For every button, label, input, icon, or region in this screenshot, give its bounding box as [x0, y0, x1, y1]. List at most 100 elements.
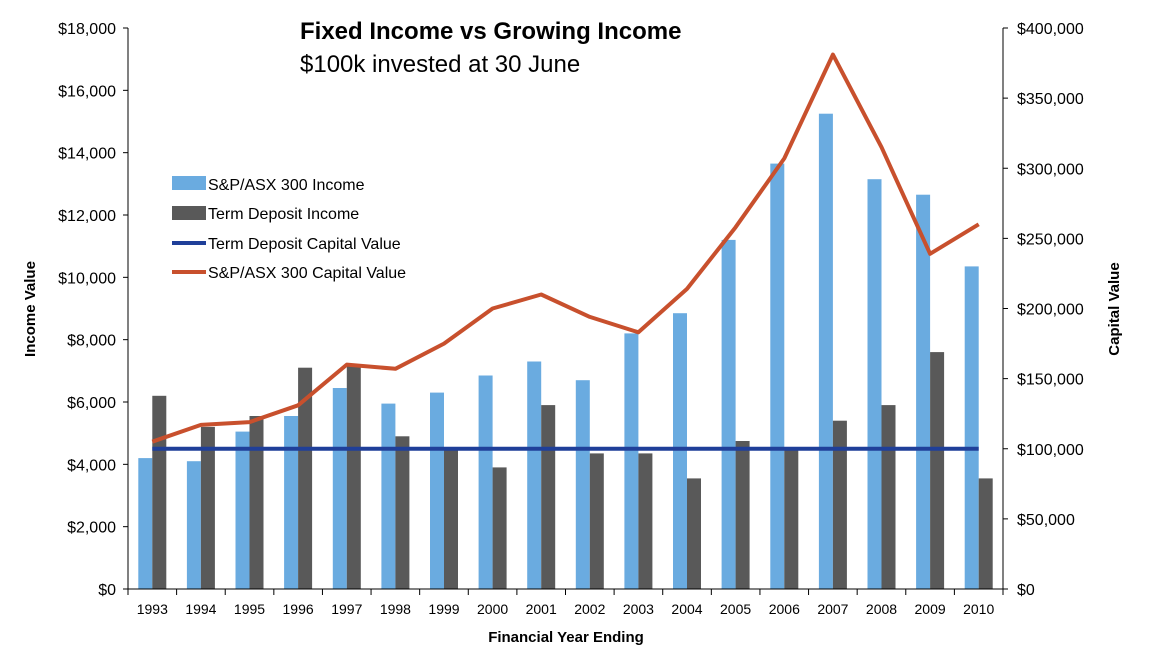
y-right-tick-label: $50,000	[1017, 512, 1075, 529]
point-sp-capital-2001[interactable]	[539, 293, 543, 297]
point-sp-capital-2010[interactable]	[977, 222, 981, 226]
bar-sp-income-1998[interactable]	[381, 403, 396, 589]
point-td-capital-1997[interactable]	[345, 447, 349, 451]
bar-td-income-2009[interactable]	[930, 352, 945, 589]
point-td-capital-1994[interactable]	[199, 447, 203, 451]
point-td-capital-1995[interactable]	[248, 447, 252, 451]
point-td-capital-2006[interactable]	[782, 447, 786, 451]
y-left-tick-label: $8,000	[67, 333, 116, 350]
bar-td-income-1994[interactable]	[200, 426, 215, 589]
point-sp-capital-2004[interactable]	[685, 287, 689, 291]
point-sp-capital-1996[interactable]	[296, 403, 300, 407]
bar-td-income-1999[interactable]	[444, 450, 458, 589]
point-td-capital-2002[interactable]	[588, 447, 592, 451]
bar-td-income-2007[interactable]	[832, 420, 847, 589]
point-sp-capital-1999[interactable]	[442, 342, 446, 346]
point-sp-capital-1998[interactable]	[393, 367, 397, 371]
bar-sp-income-2009[interactable]	[916, 194, 931, 589]
bar-td-income-1993[interactable]	[152, 395, 167, 589]
bar-sp-income-1995[interactable]	[235, 431, 250, 589]
bar-sp-income-2010[interactable]	[964, 266, 979, 589]
chart-subtitle: $100k invested at 30 June	[300, 51, 580, 78]
y-left-tick-label: $18,000	[58, 21, 116, 38]
bar-td-income-2000[interactable]	[492, 467, 507, 589]
point-sp-capital-1993[interactable]	[150, 440, 154, 444]
point-sp-capital-1997[interactable]	[345, 363, 349, 367]
bar-sp-income-2000[interactable]	[478, 375, 493, 590]
bar-sp-income-2005[interactable]	[721, 239, 736, 589]
point-td-capital-1993[interactable]	[150, 447, 154, 451]
point-td-capital-2003[interactable]	[636, 447, 640, 451]
bar-sp-income-2002[interactable]	[575, 380, 590, 589]
bar-td-income-2004[interactable]	[687, 478, 701, 589]
bar-td-income-2006[interactable]	[784, 447, 799, 589]
lines-layer	[150, 52, 981, 451]
point-td-capital-2005[interactable]	[734, 447, 738, 451]
bar-td-income-2002[interactable]	[589, 453, 604, 589]
point-td-capital-1998[interactable]	[393, 447, 397, 451]
bar-sp-income-2007[interactable]	[818, 113, 833, 589]
bar-td-income-2003[interactable]	[638, 453, 653, 589]
bar-td-income-1998[interactable]	[395, 436, 410, 589]
bar-sp-income-1996[interactable]	[284, 416, 299, 589]
point-td-capital-1996[interactable]	[296, 447, 300, 451]
bar-td-income-2010[interactable]	[978, 478, 993, 589]
point-sp-capital-2002[interactable]	[588, 315, 592, 319]
y-right-tick-label: $350,000	[1017, 91, 1084, 108]
bar-td-income-2008[interactable]	[881, 405, 896, 589]
y-left-tick-label: $0	[98, 582, 116, 599]
bar-td-income-2005[interactable]	[735, 441, 750, 589]
point-td-capital-2008[interactable]	[880, 447, 884, 451]
bar-sp-income-1993[interactable]	[138, 458, 153, 589]
point-td-capital-2001[interactable]	[539, 447, 543, 451]
axes-layer: $0 $2,000 $4,000 $6,000 $8,000 $10,000 $12,000…	[58, 21, 1084, 617]
y-right-tick-label: $250,000	[1017, 231, 1084, 248]
y-left-tick-label: $12,000	[58, 208, 116, 225]
point-td-capital-2009[interactable]	[928, 447, 932, 451]
line-sp-capital[interactable]	[151, 52, 980, 444]
bar-td-income-1997[interactable]	[346, 366, 361, 589]
y-left-tick-label: $2,000	[67, 520, 116, 537]
x-tick-label: 2008	[866, 601, 897, 617]
point-sp-capital-1994[interactable]	[199, 423, 203, 427]
point-sp-capital-2009[interactable]	[928, 252, 932, 256]
bar-sp-income-2003[interactable]	[624, 333, 639, 589]
bar-sp-income-1994[interactable]	[186, 461, 201, 589]
bar-sp-income-2001[interactable]	[527, 361, 542, 590]
point-td-capital-1999[interactable]	[442, 447, 446, 451]
bar-sp-income-2004[interactable]	[673, 313, 687, 589]
point-sp-capital-2006[interactable]	[782, 156, 786, 160]
y-axis-right-title: Capital Value	[1106, 262, 1123, 355]
point-sp-capital-2005[interactable]	[734, 225, 738, 229]
bar-sp-income-2008[interactable]	[867, 179, 882, 589]
point-sp-capital-2007[interactable]	[831, 53, 835, 57]
y-left-tick-label: $6,000	[67, 395, 116, 412]
bar-sp-income-1997[interactable]	[332, 388, 347, 589]
x-tick-label: 2001	[526, 601, 557, 617]
x-tick-label: 2005	[720, 601, 751, 617]
point-td-capital-2000[interactable]	[491, 447, 495, 451]
y-axis-left-title: Income Value	[22, 261, 39, 357]
legend-label-sp-capital: S&P/ASX 300 Capital Value	[208, 265, 406, 282]
y-left-tick-label: $14,000	[58, 146, 116, 163]
x-tick-label: 1993	[137, 601, 168, 617]
point-sp-capital-2008[interactable]	[880, 145, 884, 149]
y-right-tick-label: $400,000	[1017, 21, 1084, 38]
point-td-capital-2010[interactable]	[977, 447, 981, 451]
point-sp-capital-2000[interactable]	[491, 307, 495, 311]
x-tick-label: 1994	[185, 601, 216, 617]
point-td-capital-2004[interactable]	[685, 447, 689, 451]
bar-td-income-2001[interactable]	[541, 405, 556, 589]
point-sp-capital-1995[interactable]	[248, 420, 252, 424]
bar-sp-income-1999[interactable]	[430, 392, 444, 589]
point-td-capital-2007[interactable]	[831, 447, 835, 451]
chart-title: Fixed Income vs Growing Income	[300, 18, 681, 45]
bar-td-income-1995[interactable]	[249, 416, 264, 589]
x-tick-label: 2000	[477, 601, 508, 617]
bar-sp-income-2006[interactable]	[770, 163, 785, 589]
bar-td-income-1996[interactable]	[298, 367, 313, 589]
point-sp-capital-2003[interactable]	[636, 330, 640, 334]
y-right-tick-label: $300,000	[1017, 161, 1084, 178]
y-left-tick-label: $16,000	[58, 83, 116, 100]
